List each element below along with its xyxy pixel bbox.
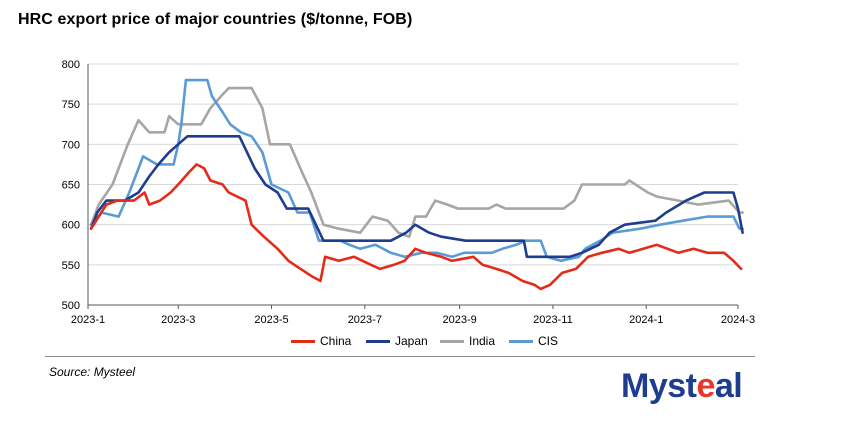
x-tick-label-2023-1: 2023-1 xyxy=(71,314,105,326)
x-tick-label-2024-1: 2024-1 xyxy=(629,314,663,326)
x-tick-label-2023-3: 2023-3 xyxy=(161,314,195,326)
legend-swatch-cis xyxy=(509,339,533,343)
y-tick-label-650: 650 xyxy=(62,180,80,192)
legend-item-china: China xyxy=(291,334,351,348)
y-tick-label-600: 600 xyxy=(62,220,80,232)
series-lines xyxy=(89,78,744,291)
chart-title: HRC export price of major countries ($/t… xyxy=(18,11,413,28)
mysteel-logo: Mysteal xyxy=(621,367,743,405)
series-line-india xyxy=(89,86,744,238)
series-line-cis xyxy=(89,78,744,263)
legend-label-china: China xyxy=(320,334,352,348)
y-tick-label-550: 550 xyxy=(62,260,80,272)
series-line-china xyxy=(89,163,743,291)
axes xyxy=(87,64,739,309)
y-tick-label-500: 500 xyxy=(62,300,80,312)
legend-item-cis: CIS xyxy=(509,334,558,348)
y-tick-labels: 500 550 600 650 700 750 800 xyxy=(62,59,80,312)
legend: China Japan India CIS xyxy=(0,334,845,354)
x-tick-label-2024-3: 2024-3 xyxy=(721,314,755,326)
legend-swatch-china xyxy=(291,339,315,343)
x-tick-label-2023-9: 2023-9 xyxy=(443,314,477,326)
legend-item-india: India xyxy=(440,334,495,348)
y-tick-label-750: 750 xyxy=(62,99,80,111)
x-tick-labels: 2023-1 2023-3 2023-5 2023-7 2023-9 2023-11 202… xyxy=(71,314,755,326)
legend-label-cis: CIS xyxy=(538,334,559,348)
x-tick-label-2023-5: 2023-5 xyxy=(254,314,288,326)
legend-label-japan: Japan xyxy=(395,334,428,348)
x-tick-label-2023-7: 2023-7 xyxy=(348,314,382,326)
x-tick-label-2023-11: 2023-11 xyxy=(533,314,573,326)
y-tick-label-800: 800 xyxy=(62,59,80,71)
y-tick-label-700: 700 xyxy=(62,139,80,151)
divider xyxy=(45,356,755,357)
legend-label-india: India xyxy=(469,334,496,348)
legend-swatch-india xyxy=(440,339,464,343)
legend-swatch-japan xyxy=(366,339,390,343)
legend-item-japan: Japan xyxy=(366,334,428,348)
source-note: Source: Mysteel xyxy=(49,365,136,379)
series-line-japan xyxy=(89,135,744,259)
